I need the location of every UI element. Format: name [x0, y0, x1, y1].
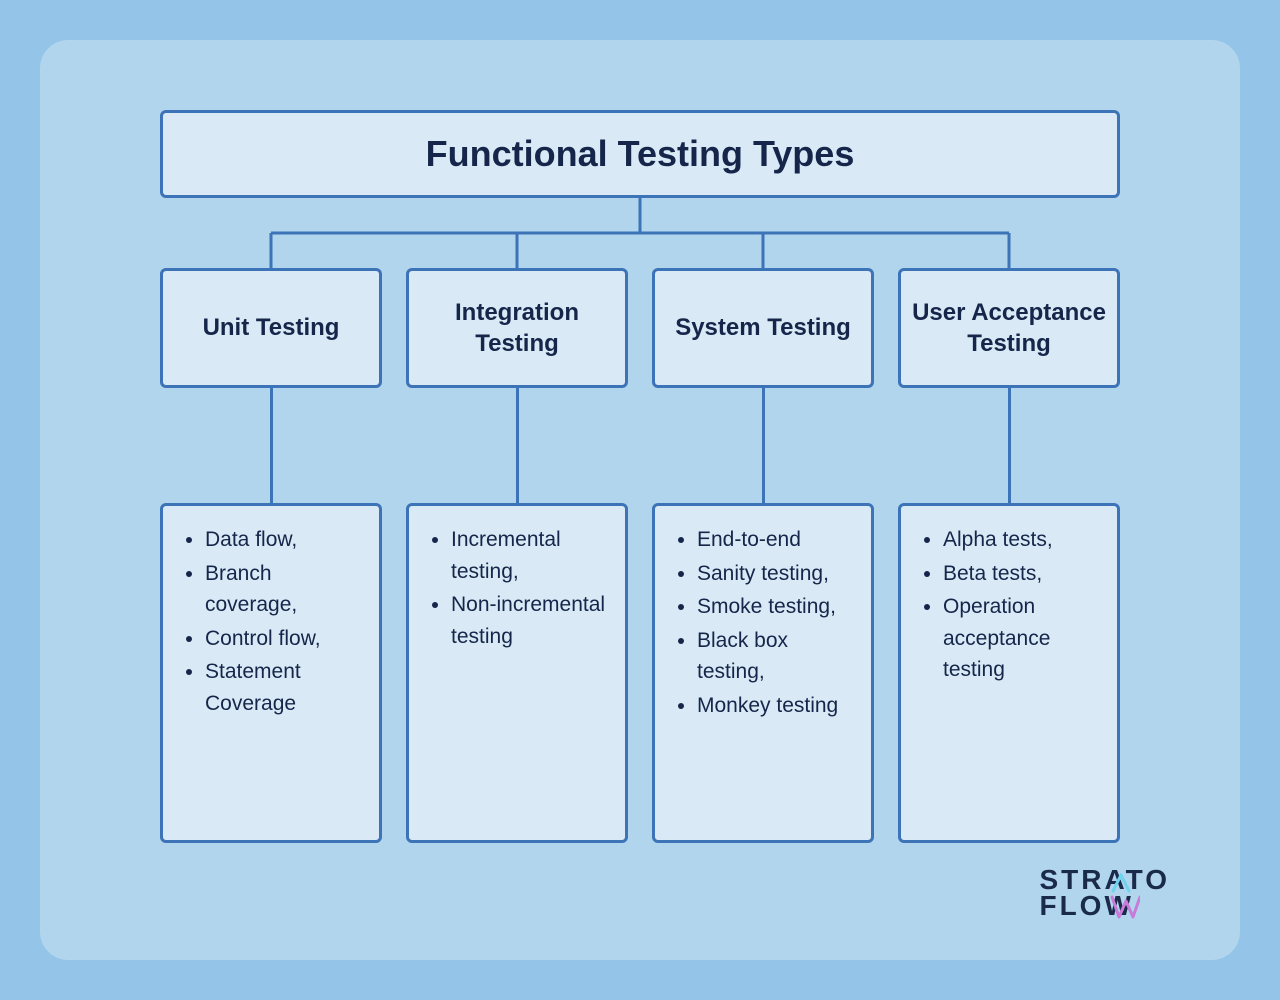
diagram-title: Functional Testing Types: [193, 133, 1087, 175]
list-item: Sanity testing,: [697, 558, 859, 590]
list-item: Branch coverage,: [205, 558, 367, 621]
category-label: System Testing: [675, 312, 851, 343]
top-connector: [160, 198, 1120, 268]
category-box: System Testing: [652, 268, 874, 388]
category-box: User Acceptance Testing: [898, 268, 1120, 388]
vertical-connector: [762, 388, 765, 503]
detail-box: Alpha tests, Beta tests, Operation accep…: [898, 503, 1120, 843]
stratoflow-logo: STRATO FLOW: [1039, 867, 1170, 920]
logo-line1: STRATO: [1039, 867, 1170, 894]
category-label: Integration Testing: [419, 297, 615, 359]
detail-box: Incremental testing, Non-incremental tes…: [406, 503, 628, 843]
columns-row: Unit Testing Data flow, Branch coverage,…: [160, 268, 1120, 843]
list-item: Black box testing,: [697, 625, 859, 688]
column-system-testing: System Testing End-to-end Sanity testing…: [652, 268, 874, 843]
list-item: End-to-end: [697, 524, 859, 556]
detail-list: Incremental testing, Non-incremental tes…: [427, 524, 613, 652]
category-box: Integration Testing: [406, 268, 628, 388]
category-box: Unit Testing: [160, 268, 382, 388]
column-unit-testing: Unit Testing Data flow, Branch coverage,…: [160, 268, 382, 843]
detail-box: Data flow, Branch coverage, Control flow…: [160, 503, 382, 843]
vertical-connector: [270, 388, 273, 503]
column-integration-testing: Integration Testing Incremental testing,…: [406, 268, 628, 843]
list-item: Monkey testing: [697, 690, 859, 722]
list-item: Beta tests,: [943, 558, 1105, 590]
column-user-acceptance-testing: User Acceptance Testing Alpha tests, Bet…: [898, 268, 1120, 843]
category-label: User Acceptance Testing: [911, 297, 1107, 359]
detail-box: End-to-end Sanity testing, Smoke testing…: [652, 503, 874, 843]
list-item: Control flow,: [205, 623, 367, 655]
list-item: Operation acceptance testing: [943, 591, 1105, 686]
list-item: Alpha tests,: [943, 524, 1105, 556]
list-item: Statement Coverage: [205, 656, 367, 719]
detail-list: Alpha tests, Beta tests, Operation accep…: [919, 524, 1105, 686]
list-item: Smoke testing,: [697, 591, 859, 623]
list-item: Non-incremental testing: [451, 589, 613, 652]
detail-list: End-to-end Sanity testing, Smoke testing…: [673, 524, 859, 721]
list-item: Data flow,: [205, 524, 367, 556]
diagram-panel: Functional Testing Types Unit Testing Da…: [40, 40, 1240, 960]
logo-line2: FLOW: [1039, 893, 1133, 920]
category-label: Unit Testing: [203, 312, 340, 343]
list-item: Incremental testing,: [451, 524, 613, 587]
detail-list: Data flow, Branch coverage, Control flow…: [181, 524, 367, 719]
vertical-connector: [516, 388, 519, 503]
title-box: Functional Testing Types: [160, 110, 1120, 198]
vertical-connector: [1008, 388, 1011, 503]
